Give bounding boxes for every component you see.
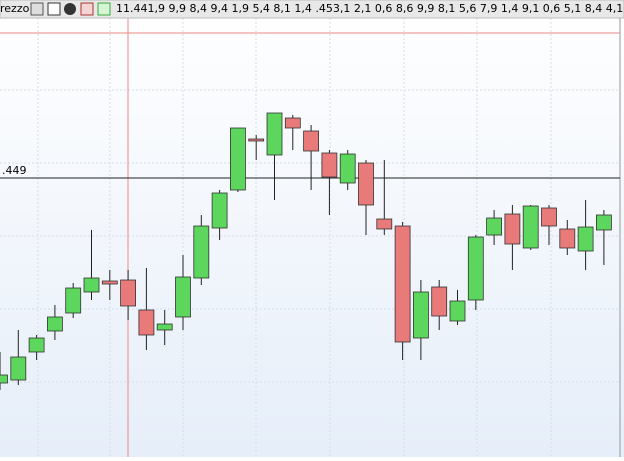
candle-body	[431, 286, 448, 317]
candle-body	[10, 356, 27, 381]
candle-body	[284, 117, 301, 129]
toolbar-label: rezzo	[0, 2, 30, 15]
candle-body	[229, 127, 246, 191]
toolbar-icons[interactable]	[30, 2, 111, 16]
candle-body	[412, 291, 429, 339]
candle-body	[394, 225, 411, 343]
candle-body	[449, 300, 466, 322]
plot: .449	[0, 112, 620, 390]
candle-body	[0, 374, 8, 384]
candle-body	[120, 279, 136, 307]
candle-body	[303, 130, 320, 152]
candle-body	[577, 226, 594, 252]
price-line-label: .449	[2, 164, 27, 177]
candle-body	[358, 162, 374, 206]
candle-body	[486, 217, 503, 236]
candle-body	[321, 152, 338, 178]
candle-body	[193, 225, 210, 279]
candle-body	[522, 205, 539, 249]
candle-body	[47, 316, 63, 332]
candle-body	[559, 228, 576, 249]
candle-body	[266, 112, 283, 156]
candle-body	[28, 337, 45, 353]
candle-body	[138, 309, 155, 336]
toolbar	[0, 0, 624, 19]
ticker-text: 11.441,9 9,9 8,4 9,4 1,9 5,4 8,1 1,4 .45…	[116, 2, 624, 15]
candle-body	[101, 280, 118, 285]
candle-body	[248, 138, 265, 142]
candle-body	[596, 214, 612, 231]
settings-icon[interactable]	[30, 2, 44, 16]
down-icon[interactable]	[80, 2, 94, 16]
candle-body	[156, 323, 173, 331]
candle-body	[339, 153, 356, 184]
close-icon[interactable]	[64, 3, 76, 15]
up-icon[interactable]	[97, 2, 111, 16]
candle-body	[211, 192, 228, 229]
candle-body	[467, 236, 484, 301]
candle-body	[376, 218, 393, 230]
candle-body	[65, 287, 82, 314]
candle-body	[175, 276, 191, 318]
window-icon[interactable]	[47, 2, 61, 16]
candle-body	[83, 277, 100, 293]
candle-body	[541, 207, 557, 227]
candle-body	[504, 213, 521, 245]
